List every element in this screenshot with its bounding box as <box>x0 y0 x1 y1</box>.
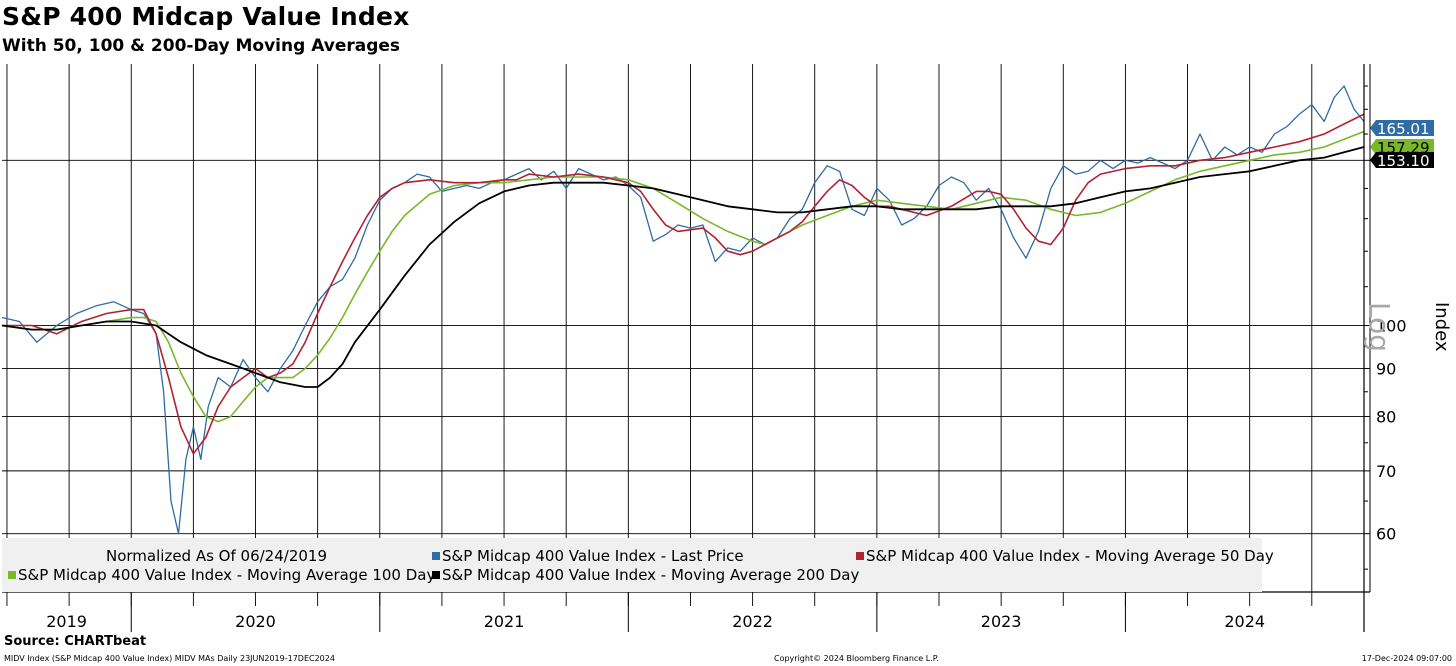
series-group <box>1 85 1365 535</box>
y-scale-label: Log <box>1363 302 1396 353</box>
y-tick-label: 90 <box>1376 359 1396 378</box>
axes <box>2 64 1371 632</box>
legend-label-last-price: S&P Midcap 400 Value Index - Last Price <box>442 547 744 565</box>
legend-swatch-black <box>432 571 440 579</box>
legend: Normalized As Of 06/24/2019 S&P Midcap 4… <box>2 538 1274 592</box>
x-year-label: 2024 <box>1224 612 1265 631</box>
last-value-label: 165.01 <box>1377 120 1430 138</box>
y-tick-label: 80 <box>1376 407 1396 426</box>
last-value-tag <box>1370 152 1434 168</box>
x-year-label: 2022 <box>732 612 773 631</box>
x-year-label: 2021 <box>484 612 525 631</box>
last-value-label: 153.10 <box>1377 152 1430 170</box>
legend-note: Normalized As Of 06/24/2019 <box>106 547 327 565</box>
series-line <box>1 130 1365 423</box>
legend-swatch-red <box>856 552 864 560</box>
y-axis-label: Index <box>1431 302 1452 352</box>
footer-copyright: Copyright© 2024 Bloomberg Finance L.P. <box>774 654 939 663</box>
last-value-tag <box>1370 120 1434 136</box>
source-note: Source: CHARTbeat <box>4 634 147 649</box>
y-tick-label: 60 <box>1376 525 1396 544</box>
grid <box>2 64 1364 592</box>
legend-item-ma100: S&P Midcap 400 Value Index - Moving Aver… <box>8 566 435 584</box>
series-line <box>1 85 1365 535</box>
y-tick-label: 100 <box>1376 317 1407 336</box>
legend-item-ma50: S&P Midcap 400 Value Index - Moving Aver… <box>856 547 1274 565</box>
legend-item-ma200: S&P Midcap 400 Value Index - Moving Aver… <box>432 566 859 584</box>
x-year-label: 2020 <box>235 612 276 631</box>
legend-item-last-price: S&P Midcap 400 Value Index - Last Price <box>432 547 744 565</box>
legend-label-ma200: S&P Midcap 400 Value Index - Moving Aver… <box>442 566 860 584</box>
x-tick-labels: 2019 2020 2021 2022 2023 2024 <box>46 612 1265 631</box>
last-value-tag <box>1370 139 1434 155</box>
footer-timestamp: 17-Dec-2024 09:07:00 <box>1361 654 1452 663</box>
series-line <box>1 146 1365 388</box>
legend-label-ma50: S&P Midcap 400 Value Index - Moving Aver… <box>866 547 1274 565</box>
y-tick-label: 70 <box>1376 462 1396 481</box>
legend-label-ma100: S&P Midcap 400 Value Index - Moving Aver… <box>18 566 436 584</box>
footer-left: MIDV Index (S&P Midcap 400 Value Index) … <box>4 654 335 663</box>
legend-swatch-blue <box>432 552 440 560</box>
legend-swatch-green <box>8 571 16 579</box>
chart-title: S&P 400 Midcap Value Index <box>2 2 410 31</box>
x-year-label: 2023 <box>981 612 1022 631</box>
series-line <box>2 113 1365 455</box>
x-year-label: 2019 <box>46 612 87 631</box>
chart-subtitle: With 50, 100 & 200-Day Moving Averages <box>2 36 401 56</box>
